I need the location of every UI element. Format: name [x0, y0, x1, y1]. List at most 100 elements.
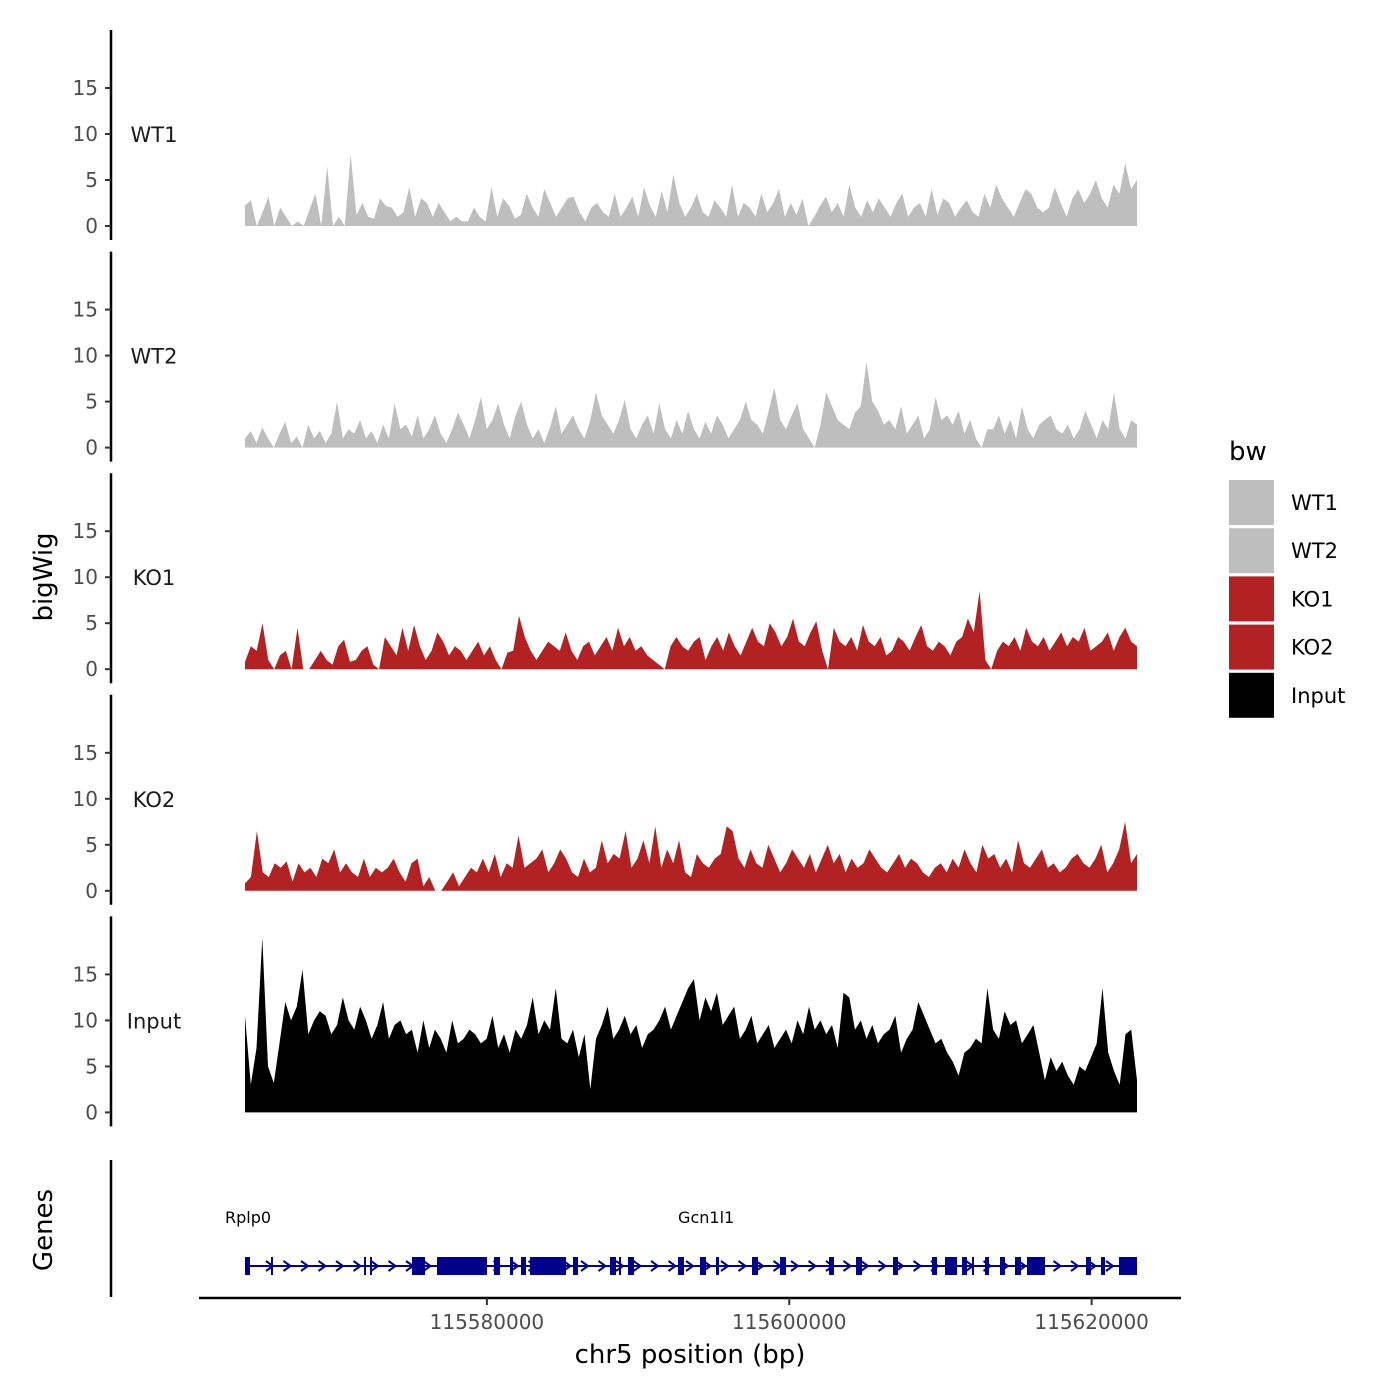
track-label-ko2: KO2: [133, 788, 176, 812]
strand-arrow: [352, 1260, 363, 1272]
exon-block: [752, 1257, 757, 1275]
y-tick-label: 5: [85, 1054, 98, 1078]
y-tick-label: 0: [85, 214, 98, 238]
gene-label-gcn1l1: Gcn1l1: [678, 1208, 734, 1227]
strand-arrow: [702, 1260, 713, 1272]
exon-block: [510, 1257, 513, 1275]
y-tick-label: 0: [85, 657, 98, 681]
strand-arrow: [667, 1260, 678, 1272]
strand-arrow: [510, 1260, 520, 1272]
legend-label-ko2: KO2: [1291, 636, 1334, 660]
strand-arrow: [300, 1260, 310, 1272]
exon-block: [628, 1257, 634, 1275]
track-label-input: Input: [127, 1009, 181, 1033]
x-axis: 115580000 115600000 115620000: [199, 1296, 1181, 1334]
strand-arrow: [527, 1260, 538, 1272]
legend-key-wt1: [1229, 480, 1274, 525]
exon-block: [945, 1257, 957, 1275]
strand-arrow: [1122, 1260, 1133, 1272]
exon-block: [521, 1257, 526, 1275]
exon-block: [494, 1257, 500, 1275]
signal-panels: 0 5 10 15 WT1 0 5 10 15 WT2 0 5 10 15 KO1 0 5 10 15 KO2 0 5 10…: [73, 30, 1137, 1127]
exon-block: [573, 1257, 578, 1275]
exon-block: [1119, 1257, 1137, 1275]
signal-area-wt2: [245, 362, 1137, 448]
y-tick-label: 10: [73, 787, 98, 811]
strand-arrow: [422, 1260, 433, 1272]
strand-arrow: [457, 1260, 468, 1272]
y-tick-label: 5: [85, 390, 98, 414]
strand-arrow: [720, 1260, 730, 1272]
exon-block: [610, 1257, 616, 1275]
strand-arrow: [895, 1260, 905, 1272]
exon-block: [985, 1257, 989, 1275]
strand-arrow: [562, 1260, 573, 1272]
exon-block: [893, 1257, 898, 1275]
genes-panel: Rplp0 Gcn1l1: [109, 1160, 1137, 1297]
genes-axis-title: Genes: [29, 1189, 59, 1271]
exon-block: [962, 1257, 967, 1275]
exon-block: [245, 1257, 250, 1275]
strand-arrow: [632, 1260, 643, 1272]
exon-block: [716, 1257, 719, 1275]
strand-arrow: [737, 1260, 748, 1272]
strand-arrow: [912, 1260, 923, 1272]
legend-key-wt2: [1229, 528, 1274, 574]
x-tick-label: 115580000: [430, 1310, 545, 1334]
legend: bw WT1 WT2 KO1 KO2 Input: [1229, 437, 1345, 718]
strand-arrow: [1000, 1260, 1010, 1272]
y-tick-label: 10: [73, 344, 98, 368]
x-tick-label: 115600000: [732, 1310, 847, 1334]
y-tick-label: 0: [85, 879, 98, 903]
track-label-wt1: WT1: [131, 123, 178, 147]
y-tick-label: 5: [85, 833, 98, 857]
strand-arrow: [370, 1260, 380, 1272]
y-axis-title: bigWig: [29, 532, 59, 621]
strand-arrow: [1017, 1260, 1028, 1272]
strand-arrow: [405, 1260, 415, 1272]
strand-arrow: [615, 1260, 625, 1272]
signal-area-input: [245, 937, 1137, 1113]
track-label-wt2: WT2: [131, 345, 178, 369]
legend-key-input: [1229, 672, 1274, 718]
legend-label-wt2: WT2: [1291, 539, 1338, 563]
y-tick-label: 5: [85, 168, 98, 192]
legend-key-ko1: [1229, 576, 1274, 622]
signal-area-ko1: [245, 591, 1137, 670]
strand-arrow: [982, 1260, 993, 1272]
gene-label-rplp0: Rplp0: [225, 1208, 271, 1227]
exon-block: [437, 1257, 487, 1275]
exon-block: [780, 1257, 786, 1275]
panel-ko1: 0 5 10 15 KO1: [73, 473, 1137, 684]
strand-arrow: [947, 1260, 958, 1272]
exon-block: [1101, 1257, 1105, 1275]
y-tick-label: 10: [73, 1008, 98, 1032]
strand-arrow: [1105, 1260, 1115, 1272]
legend-title: bw: [1229, 437, 1267, 467]
strand-arrow: [860, 1260, 870, 1272]
panel-ko2: 0 5 10 15 KO2: [73, 694, 1137, 905]
strand-arrow: [597, 1260, 608, 1272]
y-tick-label: 0: [85, 436, 98, 460]
strand-arrow: [755, 1260, 765, 1272]
y-tick-label: 15: [73, 519, 98, 543]
strand-arrow: [475, 1260, 485, 1272]
y-tick-label: 15: [73, 298, 98, 322]
exon-block: [700, 1257, 706, 1275]
strand-arrow: [492, 1260, 503, 1272]
y-tick-label: 15: [73, 962, 98, 986]
signal-area-ko2: [245, 821, 1137, 891]
strand-arrow: [1087, 1260, 1098, 1272]
strand-arrow: [440, 1260, 450, 1272]
x-tick-label: 115620000: [1034, 1310, 1149, 1334]
strand-arrow: [825, 1260, 835, 1272]
y-tick-label: 10: [73, 565, 98, 589]
exon-block: [1015, 1257, 1021, 1275]
exon-block: [1027, 1257, 1045, 1275]
exon-block: [412, 1257, 425, 1275]
exon-block: [678, 1257, 684, 1275]
y-tick-label: 15: [73, 76, 98, 100]
panel-wt2: 0 5 10 15 WT2: [73, 251, 1137, 462]
strand-arrow: [1052, 1260, 1063, 1272]
strand-arrow: [807, 1260, 818, 1272]
